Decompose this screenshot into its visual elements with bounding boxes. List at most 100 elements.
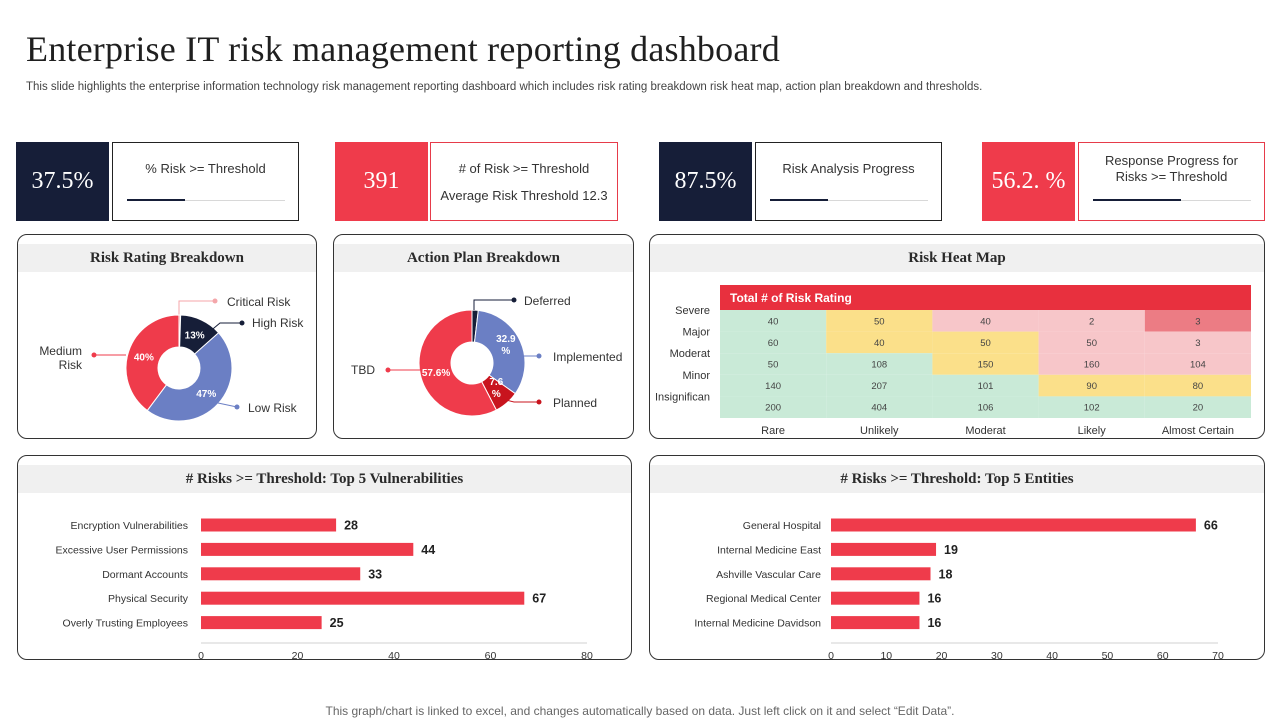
callout-leader-line	[178, 300, 215, 315]
bar-encryption-vulnerabilities	[201, 518, 337, 532]
callout-leader-line	[207, 322, 242, 334]
heatmap-cell-value: 150	[978, 360, 994, 371]
slice-data-label: 57.6%	[422, 368, 450, 379]
callout-marker	[536, 399, 542, 405]
heatmap-cell	[826, 374, 933, 397]
progress-track	[770, 200, 928, 201]
heatmap-cell	[720, 396, 827, 418]
heatmap-cell	[720, 374, 827, 397]
kpi-response-progress-card: Response Progress for Risks >= Threshold	[1078, 142, 1265, 221]
heatmap-column-label: Moderat	[965, 425, 1005, 437]
heatmap-row-label: Minor	[682, 370, 710, 382]
heatmap-cell	[826, 331, 933, 354]
kpi-sub-label: Average Risk Threshold 12.3	[440, 188, 608, 203]
heatmap-cell	[932, 374, 1039, 397]
bar-value-label: 16	[927, 592, 941, 606]
heatmap-cell-value: 3	[1195, 316, 1200, 327]
callout-marker	[511, 297, 517, 303]
progress-track	[127, 200, 285, 201]
kpi-analysis-progress-value: 87.5%	[659, 142, 752, 221]
panel-title: # Risks >= Threshold: Top 5 Entities	[650, 465, 1264, 493]
heatmap-cell-value: 101	[978, 381, 994, 392]
heatmap-cell-value: 50	[768, 360, 779, 371]
heatmap-row-label: Severe	[675, 305, 710, 317]
heatmap-cell	[1144, 374, 1251, 397]
slice-data-label: %	[501, 346, 510, 357]
bar-category-label: Excessive User Permissions	[56, 544, 188, 556]
heatmap-cell-value: 3	[1195, 338, 1200, 349]
heatmap-row-label: Major	[682, 327, 710, 339]
bar-category-label: Ashville Vascular Care	[716, 569, 821, 581]
legend-label-implemented: Implemented	[553, 350, 622, 364]
heatmap-cell-value: 40	[768, 316, 779, 327]
heatmap-cell-value: 90	[1086, 381, 1097, 392]
bar-value-label: 67	[532, 592, 546, 606]
bar-overly-trusting-employees	[201, 616, 322, 630]
heatmap-cell-value: 102	[1084, 403, 1100, 414]
x-tick-label: 10	[880, 650, 892, 660]
x-tick-label: 40	[388, 650, 400, 660]
heatmap-cell	[1144, 353, 1251, 375]
heatmap-cell	[826, 353, 933, 375]
footer-note: This graph/chart is linked to excel, and…	[325, 704, 955, 718]
heatmap-row-label: Moderat	[670, 348, 710, 360]
heatmap-cell	[932, 310, 1039, 332]
slice-data-label: 40%	[134, 352, 154, 363]
bar-regional-medical-center	[831, 591, 920, 605]
callout-marker	[212, 298, 218, 304]
heatmap-row-label: Insignifican	[655, 391, 710, 403]
entities-panel: # Risks >= Threshold: Top 5 Entities Gen…	[649, 455, 1265, 660]
heatmap-cell-value: 2	[1089, 316, 1094, 327]
x-tick-label: 20	[936, 650, 948, 660]
kpi-analysis-progress-card: Risk Analysis Progress	[755, 142, 942, 221]
progress-bar	[1093, 199, 1182, 201]
action-plan-panel: Action Plan Breakdown Deferred 32.9% Imple…	[333, 234, 634, 439]
callout-leader-line	[217, 402, 238, 408]
legend-label-planned: Planned	[553, 396, 597, 410]
slice-data-label: 7.6	[489, 377, 503, 388]
heatmap-cell	[932, 353, 1039, 375]
panel-title: Risk Rating Breakdown	[18, 244, 316, 272]
heatmap-cell-value: 40	[980, 316, 991, 327]
callout-marker	[385, 367, 391, 373]
heatmap-header-label: Total # of Risk Rating	[730, 291, 852, 305]
heatmap-cell-value: 160	[1084, 360, 1100, 371]
action-plan-donut: Deferred 32.9% Implemented 7.6% Planned 57.6%…	[351, 294, 622, 417]
legend-label-tbd: TBD	[351, 363, 375, 377]
callout-marker	[536, 353, 542, 359]
x-tick-label: 80	[581, 650, 593, 660]
bar-internal-medicine-davidson	[831, 616, 920, 630]
bar-value-label: 25	[330, 616, 344, 630]
bar-category-label: General Hospital	[743, 520, 821, 532]
x-tick-label: 60	[1157, 650, 1169, 660]
legend-label-low-risk: Low Risk	[248, 401, 298, 415]
kpi-risk-count-value: 391	[335, 142, 428, 221]
heatmap-cell	[1144, 331, 1251, 354]
entities-bar-chart: General Hospital 66 Internal Medicine East…	[694, 518, 1224, 660]
x-tick-label: 0	[198, 650, 204, 660]
x-tick-label: 30	[991, 650, 1003, 660]
callout-marker	[239, 320, 245, 326]
panel-title: Action Plan Breakdown	[334, 244, 633, 272]
heatmap-cell-value: 200	[765, 403, 781, 414]
bar-category-label: Regional Medical Center	[706, 593, 821, 605]
heatmap-cell	[932, 331, 1039, 354]
risk-heat-map: Total # of Risk Rating 40 50 40 2 3 60 40 50 50 3 5…	[655, 285, 1251, 437]
heatmap-cell-value: 20	[1193, 403, 1204, 414]
donut-slice-medium-risk	[125, 314, 180, 412]
bar-value-label: 66	[1204, 519, 1218, 533]
callout-leader-line	[473, 299, 514, 310]
heatmap-cell	[720, 353, 827, 375]
heatmap-cell	[720, 331, 827, 354]
heatmap-cell-value: 50	[874, 316, 885, 327]
bar-physical-security	[201, 591, 525, 605]
x-tick-label: 40	[1046, 650, 1058, 660]
panel-title: # Risks >= Threshold: Top 5 Vulnerabilit…	[18, 465, 631, 493]
bar-internal-medicine-east	[831, 542, 937, 556]
heatmap-cell	[1038, 374, 1145, 397]
heatmap-cell-value: 404	[871, 403, 887, 414]
heatmap-cell-value: 60	[768, 338, 779, 349]
heatmap-cell-value: 207	[871, 381, 887, 392]
callout-marker	[234, 404, 240, 410]
heatmap-cell-value: 140	[765, 381, 781, 392]
